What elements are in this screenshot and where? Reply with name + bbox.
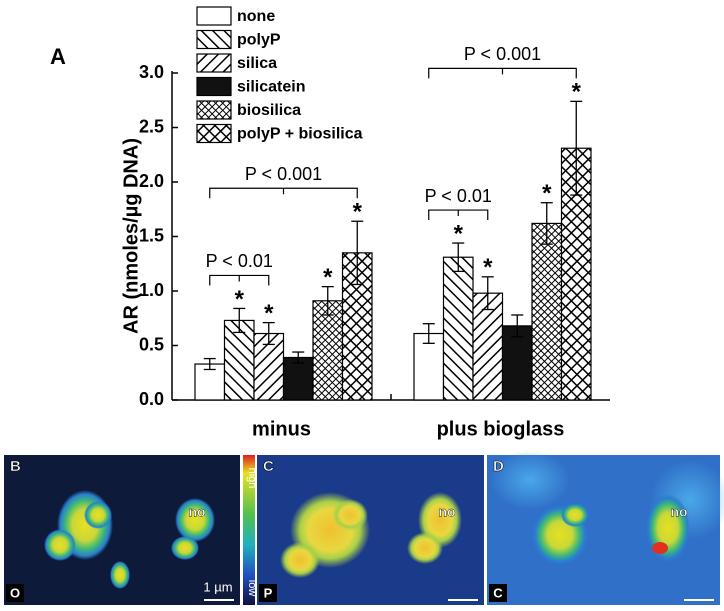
colorbar-low: low (246, 580, 258, 597)
legend-label: polyP (237, 32, 281, 49)
x-tick-label: plus bioglass (437, 418, 565, 440)
significance-bracket (428, 209, 489, 221)
colorbar-high: high (246, 468, 258, 489)
error-bar (351, 220, 364, 286)
corner-label: O (10, 585, 20, 600)
bar (442, 256, 474, 401)
legend-label: silica (237, 55, 277, 72)
error-bar (262, 321, 275, 346)
panel-label: C (263, 458, 274, 475)
error-bar (511, 314, 524, 338)
corner-box (6, 584, 24, 602)
y-tick-label: 2.0 (139, 171, 164, 191)
panel-label: D (493, 458, 504, 475)
error-bar (233, 307, 246, 334)
error-bar (292, 351, 305, 364)
error-bar (481, 276, 494, 311)
panel-note: no (188, 504, 205, 520)
image-panel (487, 450, 724, 605)
corner-box (489, 584, 507, 602)
error-bar (422, 323, 435, 344)
legend-swatch (196, 6, 232, 26)
error-bar (570, 100, 583, 196)
y-tick-label: 0.5 (139, 334, 164, 354)
legend-swatch (196, 123, 232, 144)
error-bar (321, 285, 334, 316)
corner-label: C (493, 585, 503, 600)
bar (312, 300, 344, 401)
corner-box (259, 584, 277, 602)
image-panel (4, 455, 255, 605)
bar (472, 292, 504, 401)
bar (531, 222, 563, 401)
significance-star: * (235, 286, 245, 313)
significance-label: P < 0.001 (245, 164, 322, 184)
legend-label: biosilica (237, 102, 301, 119)
y-tick-label: 2.5 (139, 116, 164, 136)
significance-label: P < 0.01 (425, 186, 492, 206)
y-tick-label: 1.0 (139, 280, 164, 300)
image-panel (257, 455, 484, 605)
significance-star: * (353, 199, 363, 226)
legend-swatch (196, 53, 232, 73)
y-tick-label: 3.0 (139, 62, 164, 82)
error-bar (452, 242, 465, 273)
legend-label: none (237, 8, 275, 25)
significance-label: P < 0.001 (464, 44, 541, 64)
bar (223, 319, 255, 401)
panel-note: no (670, 504, 687, 520)
legend-swatch (196, 29, 232, 50)
significance-label: P < 0.01 (206, 251, 273, 271)
panel-label: B (10, 458, 21, 475)
significance-star: * (542, 180, 552, 207)
y-tick-label: 1.5 (139, 225, 164, 245)
error-bar (540, 202, 553, 245)
x-tick-label: minus (252, 418, 311, 440)
y-axis-label: AR (nmoles/µg DNA) (120, 138, 142, 334)
bar (282, 356, 314, 401)
significance-bracket (209, 187, 358, 199)
bar (501, 325, 533, 401)
error-bar (203, 357, 216, 371)
significance-star: * (323, 264, 333, 291)
legend-label: polyP + biosilica (237, 126, 363, 143)
significance-bracket (428, 67, 577, 79)
legend-label: silicatein (237, 79, 305, 96)
panel-note: no (438, 504, 455, 520)
significance-star: * (454, 220, 464, 247)
significance-star: * (264, 300, 274, 327)
legend-swatch (196, 76, 232, 97)
significance-bracket (209, 274, 270, 286)
legend-swatch (196, 100, 232, 120)
significance-star: * (572, 79, 582, 106)
corner-label: P (264, 585, 273, 600)
panel-label: A (50, 44, 66, 69)
y-tick-label: 0.0 (139, 389, 164, 409)
scale-bar-label: 1 µm (203, 579, 232, 594)
significance-star: * (483, 254, 493, 281)
